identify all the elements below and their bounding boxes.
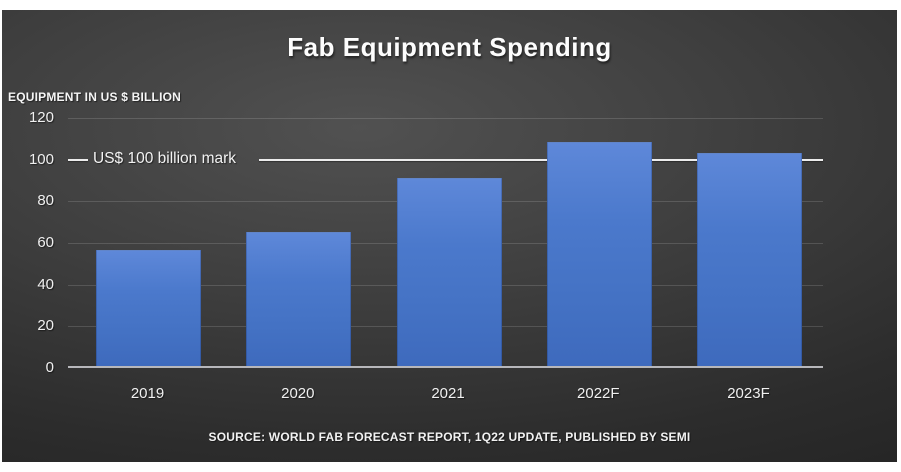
chart-title: Fab Equipment Spending (287, 32, 612, 62)
bar-2023f (697, 152, 802, 366)
y-tick-label: 100 (28, 150, 54, 168)
y-tick-label: 60 (37, 234, 54, 251)
bar-2022f (546, 142, 652, 366)
y-tick-label: 20 (37, 317, 54, 335)
y-tick-label: 80 (37, 192, 54, 210)
y-axis-caption: EQUIPMENT IN US $ BILLION (8, 90, 182, 104)
bar-2020 (246, 231, 352, 366)
gridline-100-right (259, 158, 823, 161)
gridline-100-left (68, 158, 88, 161)
bar-2021 (396, 177, 502, 366)
x-tick-label: 2023F (727, 385, 770, 402)
y-tick-label: 0 (45, 359, 54, 376)
source-note: SOURCE: WORLD FAB FORECAST REPORT, 1Q22 … (208, 430, 691, 444)
plot-area (68, 118, 823, 368)
slide: Fab Equipment Spending EQUIPMENT IN US $… (2, 10, 897, 462)
gridline (68, 118, 823, 119)
x-tick-label: 2022F (577, 385, 620, 402)
x-tick-label: 2019 (130, 385, 165, 402)
y-tick-label: 40 (37, 275, 54, 293)
bar-2019 (96, 250, 201, 366)
annotation-100-label: US$ 100 billion mark (93, 149, 237, 167)
x-tick-label: 2021 (431, 385, 465, 402)
x-axis-line (68, 366, 823, 368)
y-tick-label: 120 (28, 109, 54, 126)
x-tick-label: 2020 (281, 385, 315, 402)
